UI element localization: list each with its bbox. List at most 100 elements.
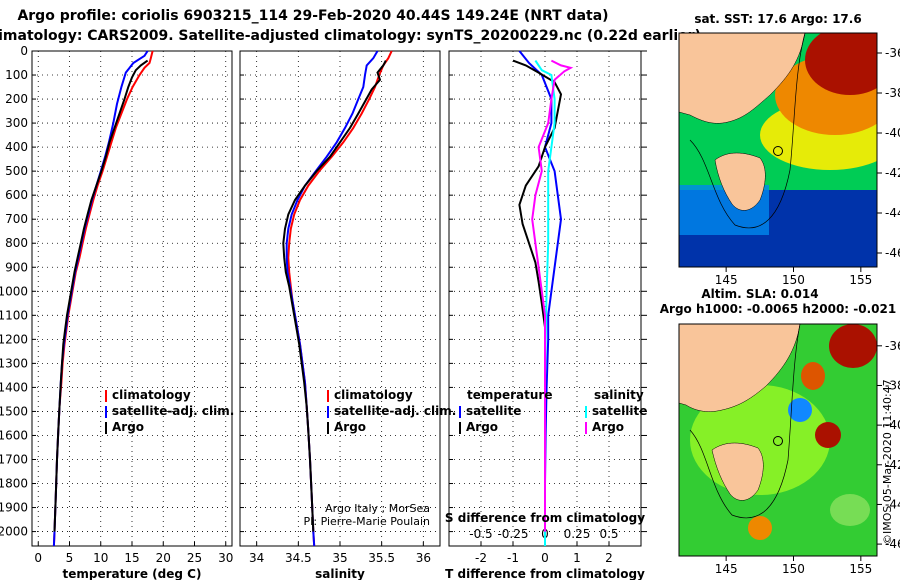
depth-tick-label: 2000	[0, 525, 28, 539]
legend-label-t-satellite: satellite	[466, 404, 521, 418]
x-tick-label: 36	[416, 551, 431, 565]
x-tick-label: 34	[249, 551, 264, 565]
lat-tick-label: -38	[885, 86, 900, 100]
x-tick-label: 35	[332, 551, 347, 565]
legend-label-satellite: satellite-adj. clim.	[334, 404, 456, 418]
depth-tick-label: 100	[5, 68, 28, 82]
lat-tick-label: -40	[885, 418, 900, 432]
legend-title-temperature: temperature	[467, 388, 552, 402]
x-tick-label: 1	[573, 551, 581, 565]
sst-map-title: sat. SST: 17.6 Argo: 17.6	[694, 12, 861, 26]
series-climatology	[52, 50, 154, 547]
x-tick-label: 10	[93, 551, 108, 565]
depth-tick-label: 1800	[0, 477, 28, 491]
depth-tick-label: 700	[5, 212, 28, 226]
x-tick-label: 35.5	[368, 551, 395, 565]
lon-tick-label: 150	[782, 562, 805, 576]
sla-high-eddy-east	[815, 422, 841, 448]
s-difference-axis-label: S difference from climatology	[445, 511, 645, 525]
depth-tick-label: 500	[5, 164, 28, 178]
s-diff-tick-label: 0.5	[599, 527, 618, 541]
depth-tick-label: 0	[20, 44, 28, 58]
credit-line1: Argo Italy ; MorSea	[325, 502, 430, 515]
lat-tick-label: -44	[885, 206, 900, 220]
x-tick-label: 2	[605, 551, 613, 565]
x-tick-label: 25	[187, 551, 202, 565]
depth-tick-label: 200	[5, 92, 28, 106]
x-tick-label: -1	[507, 551, 519, 565]
x-tick-label: 20	[156, 551, 171, 565]
lon-tick-label: 145	[715, 273, 738, 287]
series-satellite-adj-clim-	[285, 50, 379, 547]
temperature-legend: climatology satellite-adj. clim. Argo	[105, 388, 234, 434]
legend-label-argo: Argo	[112, 420, 144, 434]
sla-map-axes: -36 -38 -40 -42 -44 -46 145 150 155	[715, 339, 900, 576]
sst-hot-patch	[805, 33, 877, 95]
argo-float-marker	[773, 146, 783, 156]
lat-tick-label: -44	[885, 497, 900, 511]
x-axes: 0 5 10 15 20 25 30 34 34.5 35 35.5 36 -2 -1 0 1 2 -0.5 -0.…	[34, 527, 618, 565]
sla-low-eddy	[788, 398, 812, 422]
legend-label-climatology: climatology	[334, 388, 413, 402]
depth-tick-label: 900	[5, 260, 28, 274]
lat-tick-label: -42	[885, 458, 900, 472]
lon-tick-label: 155	[849, 273, 872, 287]
depth-tick-label: 1400	[0, 380, 28, 394]
sla-map-title1: Altim. SLA: 0.014	[701, 287, 818, 301]
x-tick-label: 0	[34, 551, 42, 565]
x-tick-label: 15	[124, 551, 139, 565]
difference-legend: temperature salinity satellite Argo sate…	[459, 388, 647, 434]
lat-tick-label: -36	[885, 339, 900, 353]
temperature-axis-label: temperature (deg C)	[63, 567, 202, 580]
depth-tick-label: 1900	[0, 501, 28, 515]
lon-tick-label: 155	[849, 562, 872, 576]
depth-tick-label: 1000	[0, 284, 28, 298]
salinity-axis-label: salinity	[315, 567, 365, 580]
s-diff-tick-label: 0.25	[564, 527, 591, 541]
series-s-argo	[531, 59, 574, 532]
depth-tick-label: 1600	[0, 428, 28, 442]
mainland-landmass	[679, 33, 806, 124]
series-layer	[52, 50, 574, 547]
depth-axis: 0 100 200 300 400 500 600 700 800 900 1000 1100 1200…	[0, 44, 647, 539]
lon-tick-label: 150	[782, 273, 805, 287]
x-tick-label: -2	[475, 551, 487, 565]
lat-tick-label: -46	[885, 537, 900, 551]
tasmania-landmass	[711, 442, 764, 501]
mainland-landmass	[679, 324, 801, 412]
tasmania-landmass	[714, 152, 766, 211]
lat-tick-label: -40	[885, 126, 900, 140]
depth-tick-label: 1200	[0, 332, 28, 346]
lat-tick-label: -36	[885, 46, 900, 60]
depth-tick-label: 400	[5, 140, 28, 154]
depth-tick-label: 1700	[0, 452, 28, 466]
legend-label-argo: Argo	[334, 420, 366, 434]
sla-high-eddy	[801, 362, 825, 390]
sla-high-eddy-ne	[829, 324, 877, 368]
s-diff-tick-label: -0.25	[497, 527, 528, 541]
series-argo	[282, 60, 387, 532]
sla-map	[679, 324, 877, 556]
sst-map-axes: -36 -38 -40 -42 -44 -46 145 150 155	[715, 46, 900, 287]
legend-label-satellite: satellite-adj. clim.	[112, 404, 234, 418]
credit-line2: PI: Pierre-Marie Poulain	[304, 515, 431, 528]
sla-mid-patch	[830, 494, 870, 526]
lat-tick-label: -42	[885, 166, 900, 180]
s-diff-tick-label: -0.5	[469, 527, 492, 541]
x-tick-label: 30	[218, 551, 233, 565]
sst-map-frame	[678, 32, 878, 268]
x-tick-label: 0	[541, 551, 549, 565]
depth-tick-label: 600	[5, 188, 28, 202]
depth-tick-label: 1100	[0, 308, 28, 322]
lat-tick-label: -46	[885, 246, 900, 260]
legend-label-s-argo: Argo	[592, 420, 624, 434]
depth-tick-label: 800	[5, 236, 28, 250]
depth-tick-label: 1300	[0, 356, 28, 370]
argo-float-marker	[773, 436, 783, 446]
x-tick-label: 34.5	[285, 551, 312, 565]
legend-label-t-argo: Argo	[466, 420, 498, 434]
legend-label-climatology: climatology	[112, 388, 191, 402]
sst-map	[679, 33, 877, 267]
t-difference-axis-label: T difference from climatology	[445, 567, 645, 580]
